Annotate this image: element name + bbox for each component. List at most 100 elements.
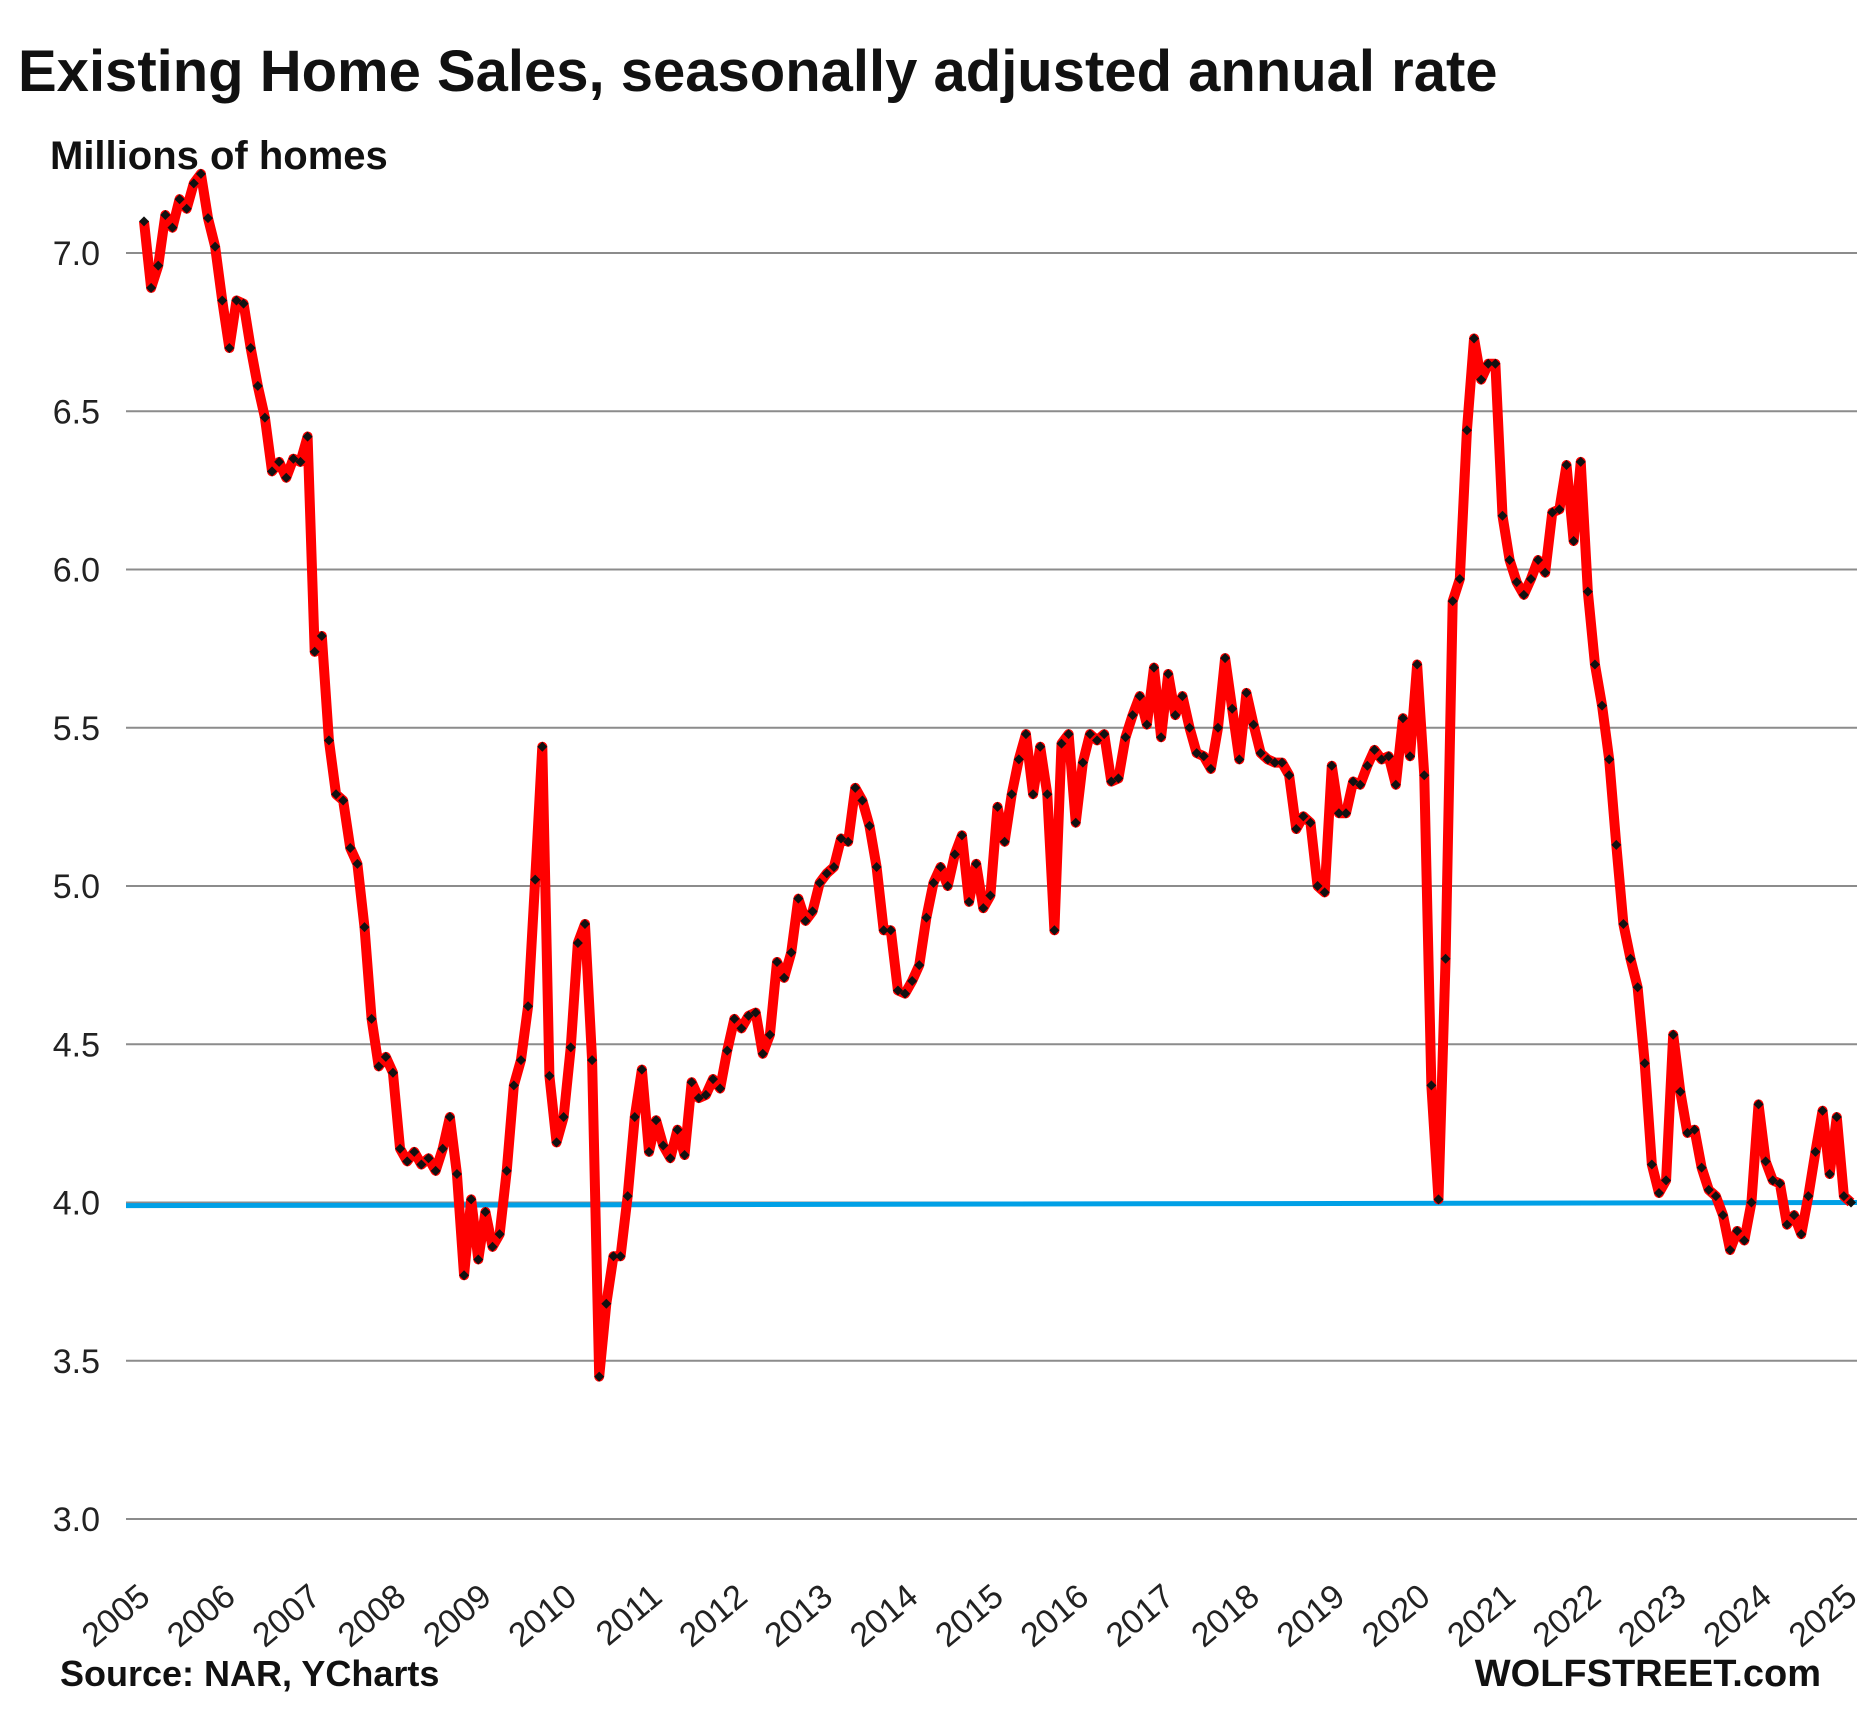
data-point xyxy=(1333,808,1344,819)
data-point xyxy=(267,466,278,477)
data-point xyxy=(885,925,896,936)
data-point xyxy=(1141,719,1152,730)
data-point xyxy=(451,1169,462,1180)
data-point xyxy=(1405,751,1416,762)
data-point xyxy=(1661,1175,1672,1186)
data-point xyxy=(985,890,996,901)
data-point xyxy=(1668,1029,1679,1040)
data-point xyxy=(551,1137,562,1148)
data-point xyxy=(459,1270,470,1281)
data-point xyxy=(288,453,299,464)
data-point xyxy=(956,830,967,841)
data-point xyxy=(231,295,242,306)
data-point xyxy=(437,1143,448,1154)
data-point xyxy=(1618,918,1629,929)
data-point xyxy=(587,1055,598,1066)
data-point xyxy=(1604,754,1615,765)
x-tick-label: 2006 xyxy=(160,1577,242,1655)
data-point xyxy=(487,1241,498,1252)
data-point xyxy=(1077,757,1088,768)
data-point xyxy=(1234,754,1245,765)
data-point xyxy=(1454,573,1465,584)
data-point xyxy=(1824,1169,1835,1180)
data-point xyxy=(579,918,590,929)
y-tick-label: 4.0 xyxy=(53,1185,100,1223)
data-point xyxy=(1298,811,1309,822)
data-point xyxy=(971,858,982,869)
data-point xyxy=(1675,1086,1686,1097)
data-point xyxy=(643,1146,654,1157)
data-point xyxy=(772,956,783,967)
data-point xyxy=(1803,1191,1814,1202)
data-point xyxy=(1212,722,1223,733)
data-point xyxy=(1696,1162,1707,1173)
data-point xyxy=(1284,770,1295,781)
data-point xyxy=(252,380,263,391)
data-point xyxy=(1767,1175,1778,1186)
y-axis-label: Millions of homes xyxy=(50,134,388,178)
data-point xyxy=(1831,1112,1842,1123)
data-point xyxy=(1582,586,1593,597)
data-point xyxy=(1561,460,1572,471)
data-point xyxy=(1120,732,1131,743)
data-point xyxy=(1020,729,1031,740)
data-point xyxy=(1028,789,1039,800)
y-tick-label: 4.5 xyxy=(53,1026,100,1064)
chart-title: Existing Home Sales, seasonally adjusted… xyxy=(18,39,1498,104)
data-point xyxy=(892,985,903,996)
data-point xyxy=(309,646,320,657)
data-point xyxy=(537,741,548,752)
data-point xyxy=(629,1112,640,1123)
data-point xyxy=(992,801,1003,812)
data-point xyxy=(323,735,334,746)
data-point xyxy=(1440,953,1451,964)
data-point xyxy=(281,472,292,483)
data-point xyxy=(750,1007,761,1018)
y-tick-label: 3.0 xyxy=(53,1501,100,1539)
data-point xyxy=(907,975,918,986)
data-point xyxy=(1035,741,1046,752)
source-note: Source: NAR, YCharts xyxy=(60,1653,440,1694)
data-point xyxy=(565,1042,576,1053)
data-point xyxy=(331,789,342,800)
data-point xyxy=(1397,713,1408,724)
data-point xyxy=(501,1165,512,1176)
data-point xyxy=(608,1251,619,1262)
data-point xyxy=(295,456,306,467)
data-point xyxy=(836,833,847,844)
data-point xyxy=(651,1115,662,1126)
data-point xyxy=(942,881,953,891)
data-point xyxy=(1653,1188,1664,1199)
data-point xyxy=(871,862,882,873)
data-point xyxy=(1092,735,1103,746)
data-point xyxy=(658,1140,669,1151)
data-point xyxy=(800,915,811,926)
data-point xyxy=(1113,773,1124,784)
data-point xyxy=(1227,703,1238,714)
data-point xyxy=(1781,1219,1792,1230)
data-point xyxy=(345,843,356,854)
data-point xyxy=(1525,573,1536,584)
data-point xyxy=(444,1112,455,1123)
data-point xyxy=(1682,1127,1693,1138)
data-point xyxy=(1412,659,1423,670)
data-point xyxy=(1369,744,1380,755)
data-point xyxy=(1469,333,1480,344)
data-point xyxy=(210,241,221,252)
data-point xyxy=(1703,1184,1714,1195)
data-point xyxy=(1148,662,1159,673)
y-tick-label: 3.5 xyxy=(53,1343,100,1381)
data-point xyxy=(1575,456,1586,467)
data-point xyxy=(1611,839,1622,850)
x-tick-label: 2012 xyxy=(672,1577,754,1655)
data-point xyxy=(1099,729,1110,740)
data-point xyxy=(1127,710,1138,721)
data-point xyxy=(217,295,228,306)
data-point xyxy=(1348,776,1359,787)
data-point xyxy=(302,431,313,442)
data-point xyxy=(1817,1105,1828,1116)
data-point xyxy=(1184,722,1195,733)
data-point xyxy=(615,1251,626,1262)
data-point xyxy=(715,1083,726,1094)
data-point xyxy=(160,210,171,221)
